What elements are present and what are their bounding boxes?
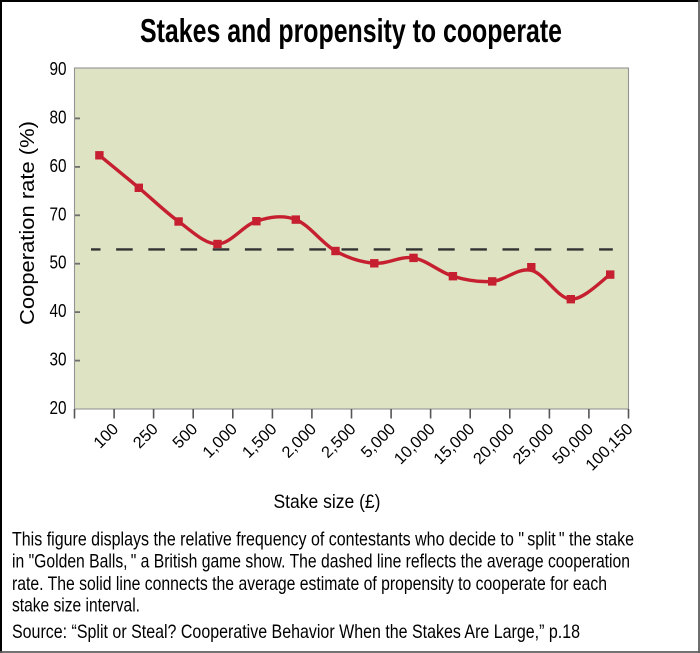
svg-text:90: 90 xyxy=(50,59,67,79)
svg-text:Cooperation rate (%): Cooperation rate (%) xyxy=(17,121,39,325)
svg-text:Stakes and propensity to coope: Stakes and propensity to cooperate xyxy=(140,12,562,49)
svg-text:This figure displays the relat: This figure displays the relative freque… xyxy=(12,529,634,551)
svg-text:in "Golden Balls, " a British: in "Golden Balls, " a British game show.… xyxy=(12,551,630,573)
svg-text:stake size interval.: stake size interval. xyxy=(12,595,140,617)
svg-text:40: 40 xyxy=(50,301,67,321)
svg-text:20: 20 xyxy=(50,398,67,418)
svg-text:70: 70 xyxy=(50,204,67,224)
svg-text:60: 60 xyxy=(50,156,67,176)
svg-text:rate. The solid line connects: rate. The solid line connects the averag… xyxy=(12,573,607,595)
svg-text:80: 80 xyxy=(50,107,67,127)
svg-text:30: 30 xyxy=(50,350,67,370)
svg-text:Source: “Split or Steal? Coope: Source: “Split or Steal? Cooperative Beh… xyxy=(12,621,580,643)
svg-text:50: 50 xyxy=(50,253,67,273)
svg-text:Stake size (£): Stake size (£) xyxy=(274,491,381,513)
